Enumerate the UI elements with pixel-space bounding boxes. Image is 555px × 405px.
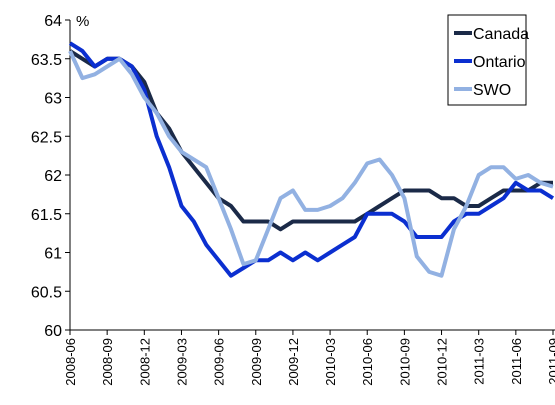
series-line [68,41,555,278]
x-tick-label: 2011-03 [472,338,487,385]
y-tick-label: 62.5 [31,129,62,146]
y-tick-label: 61 [44,246,62,263]
y-tick-label: 60.5 [31,284,62,301]
x-tick-label: 2009-12 [286,338,301,386]
x-tick-label: 2010-06 [360,338,375,386]
y-tick-label: 61.5 [31,207,62,224]
legend-label: Canada [473,26,529,43]
x-tick-label: 2008-12 [137,338,152,386]
y-tick-label: 63.5 [31,52,62,69]
x-tick-label: 2009-06 [212,338,227,386]
legend-label: Ontario [473,54,526,71]
x-tick-label: 2009-09 [249,338,264,386]
y-axis-label: % [76,13,89,30]
x-tick-label: 2008-06 [63,338,78,386]
x-tick-label: 2008-09 [100,338,115,386]
y-tick-label: 60 [44,323,62,340]
series-line [68,50,554,278]
series-line [68,49,553,232]
x-tick-label: 2011-09 [546,338,555,385]
x-tick-label: 2010-09 [397,338,412,386]
y-tick-label: 62 [44,168,62,185]
x-tick-label: 2009-03 [174,338,189,386]
x-tick-label: 2011-06 [509,338,524,385]
x-tick-label: 2010-03 [323,338,338,386]
x-tick-label: 2010-12 [435,338,450,386]
y-tick-label: 63 [44,91,62,108]
legend-label: SWO [473,82,511,99]
y-tick-label: 64 [44,13,62,30]
